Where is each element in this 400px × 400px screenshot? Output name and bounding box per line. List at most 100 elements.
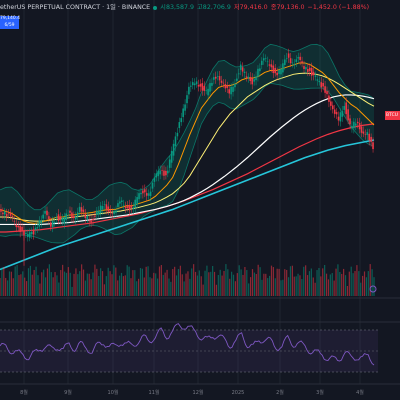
candle-body <box>199 83 202 87</box>
volume-bar <box>3 267 5 296</box>
candle-body <box>268 64 271 66</box>
candle-body <box>285 58 288 59</box>
bollinger-lower-line <box>0 82 375 244</box>
candle-body <box>184 104 186 111</box>
volume-bar <box>362 275 364 296</box>
volume-bar <box>253 272 255 296</box>
candle-body <box>333 109 336 114</box>
candle-body <box>170 150 173 163</box>
volume-bar <box>101 271 104 296</box>
candle-body <box>113 211 115 214</box>
volume-bar <box>210 271 212 296</box>
volume-bar <box>128 266 130 296</box>
candle-body <box>295 59 298 63</box>
candle-body <box>109 210 112 213</box>
volume-bar <box>213 271 216 296</box>
volume-bar <box>236 273 238 296</box>
candle-body <box>360 126 363 133</box>
time-axis[interactable]: 8월 9월 10월 11월 12월 2025 2월 3월 4월 <box>20 389 364 396</box>
volume-bar <box>204 270 206 296</box>
candle-body <box>270 64 273 68</box>
candle-body <box>287 53 290 58</box>
volume-bar <box>365 277 368 296</box>
candle-body <box>280 68 282 75</box>
volume-bar <box>185 273 187 296</box>
volume-bar <box>221 275 223 296</box>
symbol-title[interactable]: etherUS PERPETUAL CONTRACT · 1일 · BINANC… <box>0 4 151 11</box>
candle-body <box>128 204 131 211</box>
candle-body <box>349 118 351 125</box>
candle-body <box>161 170 163 171</box>
candle-body <box>356 121 359 124</box>
candle-body <box>13 220 16 222</box>
candle-body <box>228 89 230 94</box>
candle-body <box>243 71 246 73</box>
volume-bar <box>194 271 197 296</box>
candle-body <box>241 67 244 72</box>
bollinger-band-area <box>0 44 374 243</box>
candle-body <box>99 205 102 214</box>
volume-bar <box>115 267 117 296</box>
volume-bar <box>371 269 373 296</box>
time-tick-label: 3월 <box>316 389 324 396</box>
volume-bar <box>31 274 33 296</box>
candle-body <box>195 81 198 85</box>
volume-bar <box>160 265 162 296</box>
candle-body <box>159 170 161 175</box>
candle-body <box>291 62 294 64</box>
candle-body <box>362 131 365 134</box>
volume-bar <box>217 275 219 296</box>
candle-body <box>59 216 62 220</box>
volume-bar <box>60 270 62 296</box>
volume-bar <box>316 270 318 296</box>
volume-bar <box>358 271 360 296</box>
candle-body <box>155 173 158 178</box>
volume-bar <box>149 277 151 296</box>
candle-body <box>211 82 213 86</box>
candle-body <box>301 61 303 63</box>
indicator-marker-icon[interactable] <box>369 285 377 293</box>
volume-bar <box>63 271 66 296</box>
candle-body <box>61 218 64 221</box>
volume-bar <box>272 267 274 296</box>
candle-body <box>144 189 146 193</box>
candle-body <box>157 170 160 177</box>
candle-body <box>69 210 71 213</box>
current-price-box[interactable]: 79,140.4 6/59 <box>0 16 20 29</box>
volume-bar <box>337 264 339 296</box>
candle-body <box>274 67 277 74</box>
candle-body <box>203 85 206 91</box>
time-tick-label: 8월 <box>20 389 28 396</box>
candle-body <box>101 206 104 210</box>
candle-body <box>0 209 2 212</box>
candle-body <box>53 221 56 224</box>
candle-body <box>94 215 96 217</box>
volume-bar <box>325 273 328 296</box>
volume-bar <box>242 274 244 296</box>
volume-bar <box>259 267 261 296</box>
candle-body <box>331 105 334 110</box>
volume-bar <box>162 274 164 296</box>
candle-body <box>213 77 215 80</box>
candle-body <box>134 199 137 208</box>
candle-body <box>107 206 110 212</box>
candle-body <box>234 84 236 88</box>
candle-body <box>28 232 31 238</box>
volume-bar <box>183 281 185 296</box>
volume-bar <box>134 270 136 296</box>
candle-body <box>163 170 165 176</box>
candle-body <box>368 133 371 141</box>
volume-bar <box>343 268 345 296</box>
volume-bar <box>33 269 35 296</box>
volume-bar <box>335 268 337 296</box>
last-price-label[interactable]: BTCU <box>385 111 400 120</box>
volume-bar <box>96 268 98 296</box>
volume-bar <box>137 278 140 296</box>
volume-bar <box>62 264 64 296</box>
volume-bar <box>352 273 354 296</box>
candle-body <box>239 64 242 70</box>
candle-body <box>191 82 194 86</box>
candle-body <box>7 212 10 214</box>
candle-body <box>320 82 323 88</box>
candle-body <box>55 217 58 219</box>
